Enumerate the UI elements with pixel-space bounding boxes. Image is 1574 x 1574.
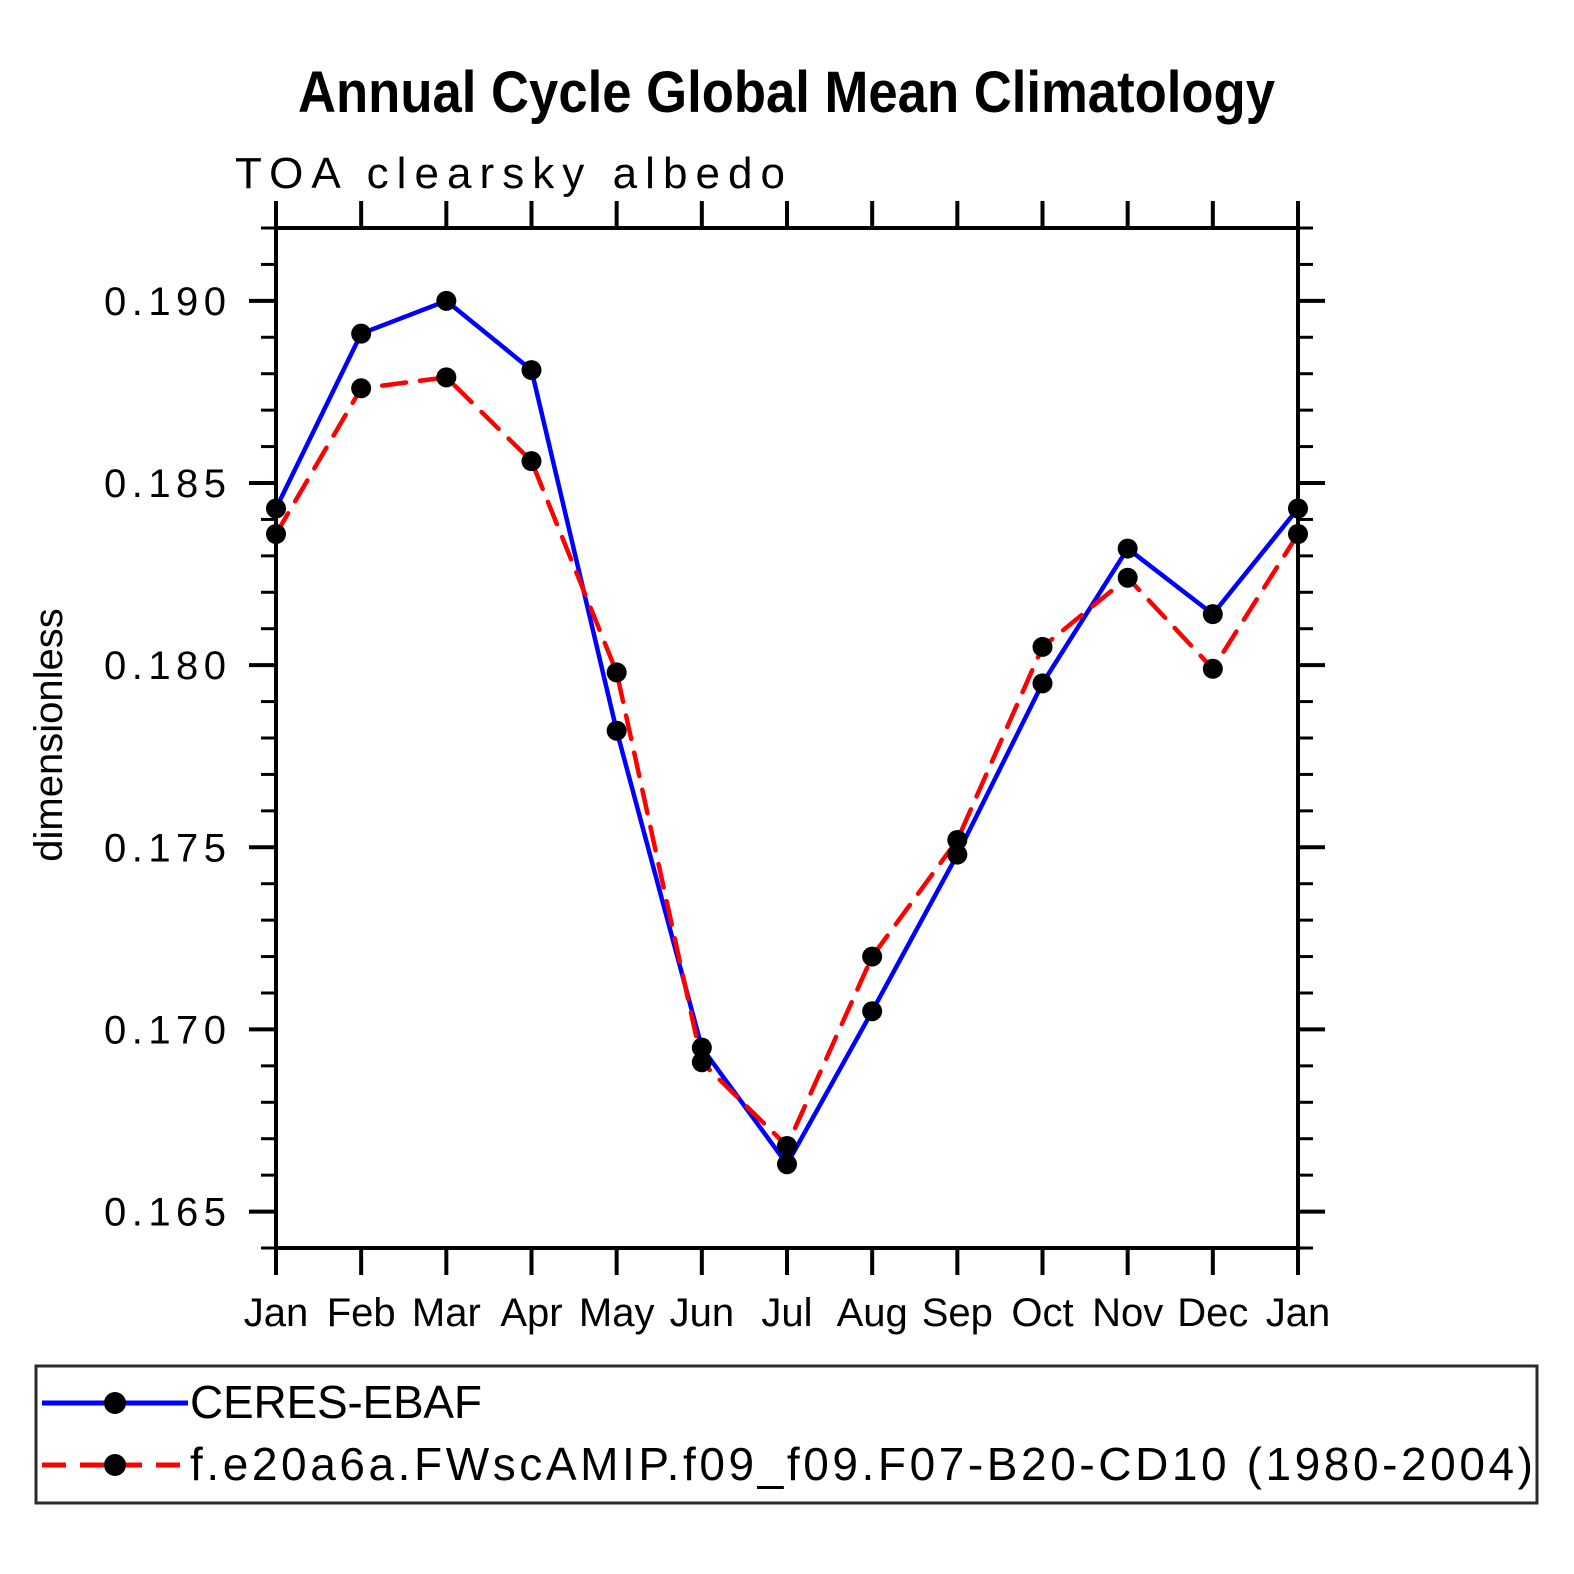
- data-point-marker-1: [606, 662, 627, 683]
- y-tick-label: 0.185: [104, 462, 226, 506]
- data-point-marker-1: [266, 524, 286, 544]
- legend-marker-ceres-ebaf: [104, 1392, 126, 1414]
- series-line-1: [273, 375, 1301, 1149]
- data-point-marker-0: [691, 1037, 712, 1058]
- data-point-marker-1: [521, 451, 542, 472]
- data-point-marker-0: [606, 720, 627, 741]
- data-point-markers: [266, 290, 1308, 1175]
- x-tick-label: Nov: [1092, 1291, 1163, 1335]
- x-tick-label: Feb: [327, 1291, 396, 1335]
- axes: Jan Feb Mar Apr May Jun Jul Aug Sep Oct Nov Dec Jan 0…: [104, 201, 1330, 1335]
- y-axis-title: dimensionless: [27, 608, 71, 861]
- x-tick-label: Apr: [500, 1291, 562, 1335]
- legend-label-ceres-ebaf: CERES-EBAF: [190, 1376, 482, 1428]
- x-tick-label: Mar: [412, 1291, 481, 1335]
- data-point-marker-0: [862, 1001, 883, 1022]
- data-point-marker-1: [1117, 567, 1138, 588]
- data-point-marker-0: [351, 323, 372, 344]
- chart-subtitle: TOA clearsky albedo: [235, 149, 785, 198]
- x-tick-label: Jun: [670, 1291, 735, 1335]
- data-point-marker-1: [777, 1136, 797, 1156]
- data-point-marker-1: [1202, 658, 1223, 679]
- series-line-0: [273, 298, 1301, 1167]
- chart-title: Annual Cycle Global Mean Climatology: [298, 60, 1275, 125]
- data-point-marker-0: [777, 1154, 797, 1175]
- data-point-marker-0: [947, 844, 968, 865]
- y-tick-label: 0.175: [104, 826, 226, 870]
- x-tick-label: Dec: [1177, 1291, 1248, 1335]
- x-tick-label: Aug: [837, 1291, 908, 1335]
- data-point-marker-1: [436, 367, 457, 388]
- data-point-marker-1: [862, 946, 883, 967]
- data-point-marker-0: [521, 360, 542, 381]
- data-point-marker-1: [351, 378, 372, 399]
- data-point-marker-1: [947, 830, 968, 850]
- data-point-marker-0: [1202, 604, 1223, 625]
- legend-label-model: f.e20a6a.FWscAMIP.f09_f09.F07-B20-CD10 (…: [190, 1438, 1533, 1490]
- y-tick-label: 0.180: [104, 644, 226, 688]
- legend-box: [34, 1364, 1539, 1505]
- y-tick-label: 0.170: [104, 1008, 226, 1052]
- x-tick-label: Jan: [1266, 1291, 1331, 1335]
- data-point-marker-0: [1032, 673, 1053, 694]
- y-tick-label: 0.165: [104, 1191, 226, 1235]
- y-tick-label: 0.190: [104, 280, 226, 324]
- x-tick-label: May: [579, 1291, 655, 1335]
- x-tick-label: Sep: [922, 1291, 993, 1335]
- x-tick-label: Jul: [761, 1291, 812, 1335]
- x-tick-label: Jan: [244, 1291, 309, 1335]
- data-point-marker-0: [266, 498, 286, 519]
- legend: CERES-EBAF f.e20a6a.FWscAMIP.f09_f09.F07…: [34, 1364, 1539, 1505]
- data-point-marker-1: [1032, 636, 1053, 657]
- data-point-marker-1: [1288, 524, 1308, 544]
- data-point-marker-0: [1117, 538, 1138, 559]
- legend-marker-model: [104, 1454, 126, 1476]
- data-point-marker-1: [691, 1052, 712, 1073]
- data-point-marker-0: [1288, 498, 1308, 519]
- x-tick-label: Oct: [1011, 1291, 1073, 1335]
- series-lines: [273, 298, 1301, 1167]
- data-point-marker-0: [436, 290, 457, 311]
